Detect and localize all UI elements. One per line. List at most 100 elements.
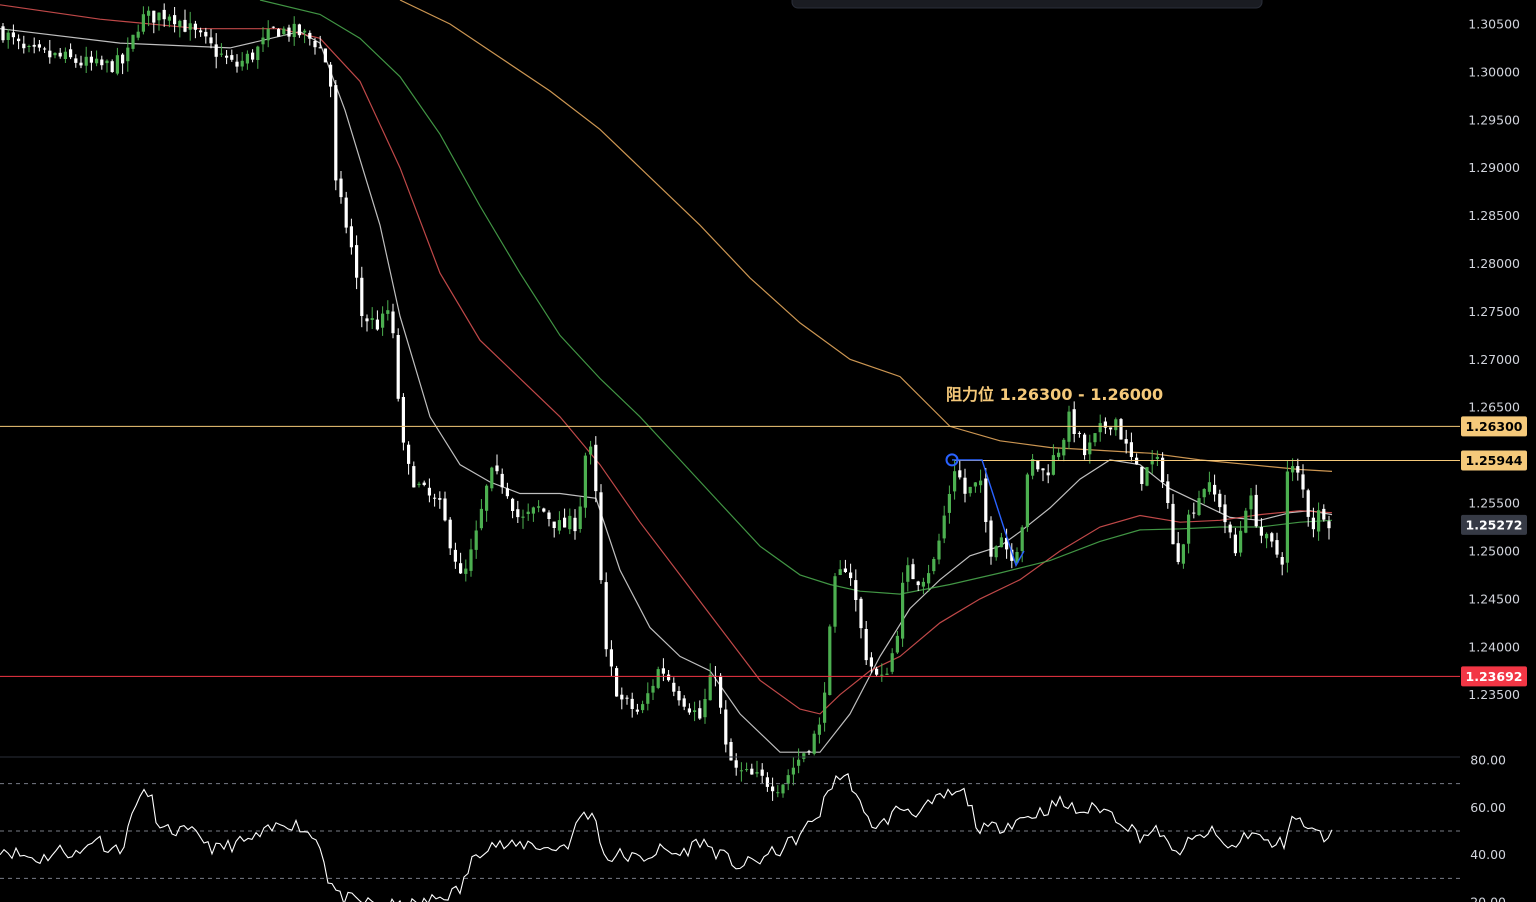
- candle-body: [911, 564, 915, 580]
- price-tick-label: 1.23500: [1468, 687, 1520, 702]
- candle-body: [1135, 457, 1139, 465]
- candle-body: [505, 488, 509, 497]
- candle-body: [1161, 457, 1165, 482]
- candle-body: [1223, 504, 1227, 523]
- candle-body: [1031, 459, 1035, 476]
- candle-body: [193, 23, 197, 30]
- candle-body: [79, 62, 83, 66]
- candle-body: [880, 674, 884, 676]
- candle-body: [1025, 474, 1029, 527]
- toolbar-strip[interactable]: [791, 0, 1263, 9]
- candle-body: [958, 470, 962, 478]
- resistance-annotation[interactable]: 阻力位 1.26300 - 1.26000: [946, 385, 1163, 404]
- candle-body: [1317, 510, 1321, 532]
- candle-body: [745, 769, 749, 771]
- candle-body: [968, 486, 972, 494]
- candle-body: [1093, 433, 1097, 443]
- candle-body: [152, 10, 156, 23]
- candle-body: [1129, 442, 1133, 457]
- trend-drawing-line[interactable]: [952, 459, 1025, 568]
- candle-body: [999, 537, 1003, 548]
- price-tick-label: 1.24500: [1468, 591, 1520, 606]
- candle-body: [344, 197, 348, 228]
- candle-body: [84, 56, 88, 66]
- candle-body: [459, 563, 463, 574]
- candle-body: [360, 277, 364, 316]
- rsi-tick-label: 80.00: [1470, 753, 1506, 768]
- candle-body: [1207, 482, 1211, 492]
- candle-body: [251, 52, 255, 60]
- candle-body: [698, 708, 702, 719]
- level-tag: [1461, 416, 1527, 437]
- candle-body: [984, 478, 988, 522]
- candle-body: [1114, 419, 1118, 431]
- candle-body: [838, 569, 842, 575]
- rsi-tick-label: 40.00: [1470, 847, 1506, 862]
- candle-body: [1285, 471, 1289, 563]
- candle-body: [947, 494, 951, 513]
- candle-body: [89, 56, 93, 63]
- candle-body: [422, 482, 426, 485]
- candle-body: [693, 710, 697, 712]
- candle-body: [786, 775, 790, 784]
- candle-body: [1244, 510, 1248, 533]
- candle-body: [994, 546, 998, 558]
- candle-body: [121, 54, 125, 64]
- candle-body: [521, 516, 525, 518]
- candle-body: [167, 16, 171, 21]
- top-toolbar[interactable]: [791, 0, 1263, 9]
- candle-body: [1155, 456, 1159, 459]
- candle-body: [266, 29, 270, 41]
- rsi-tick-label: 60.00: [1470, 800, 1506, 815]
- candle-body: [69, 49, 73, 58]
- candle-body: [1322, 508, 1326, 520]
- price-tick-label: 1.30000: [1468, 64, 1520, 79]
- candle-body: [235, 61, 239, 67]
- candle-body: [1249, 495, 1253, 510]
- candle-body: [1254, 494, 1258, 527]
- candle-body: [594, 444, 598, 492]
- candle-body: [1140, 466, 1144, 484]
- candle-body: [443, 498, 447, 521]
- candle-body: [1192, 512, 1196, 514]
- candle-body: [53, 52, 57, 56]
- candle-body: [609, 649, 613, 667]
- candle-body: [921, 581, 925, 587]
- candle-body: [1306, 490, 1310, 517]
- price-tick-label: 1.28500: [1468, 208, 1520, 223]
- candle-body: [230, 55, 234, 60]
- candle-body: [225, 55, 229, 58]
- candle-body: [833, 576, 837, 627]
- candle-body: [63, 51, 67, 59]
- candle-body: [687, 708, 691, 713]
- candle-body: [1259, 527, 1263, 536]
- candle-body: [511, 498, 515, 511]
- candle-body: [1213, 484, 1217, 495]
- axis-tags: 1.26300 1.25944 1.23692 1.25272: [1461, 416, 1527, 687]
- candle-body: [973, 482, 977, 487]
- candle-body: [1296, 466, 1300, 473]
- drawing-anchor-handle[interactable]: [945, 453, 959, 467]
- candle-body: [573, 517, 577, 532]
- candle-body: [271, 26, 275, 28]
- candle-body: [849, 572, 853, 579]
- candle-body: [95, 58, 99, 64]
- candle-body: [703, 699, 707, 718]
- candle-body: [635, 709, 639, 712]
- candle-body: [391, 311, 395, 334]
- candle-body: [1015, 552, 1019, 564]
- candle-body: [1124, 439, 1128, 444]
- candle-body: [308, 32, 312, 39]
- candle-body: [162, 9, 166, 20]
- candle-body: [375, 319, 379, 330]
- rsi-pane: [0, 772, 1460, 902]
- candle-body: [43, 48, 47, 50]
- candle-body: [817, 724, 821, 735]
- candle-body: [719, 675, 723, 708]
- candle-body: [370, 318, 374, 320]
- candle-body: [1218, 493, 1222, 508]
- candle-body: [1181, 544, 1185, 564]
- candle-body: [1150, 460, 1154, 465]
